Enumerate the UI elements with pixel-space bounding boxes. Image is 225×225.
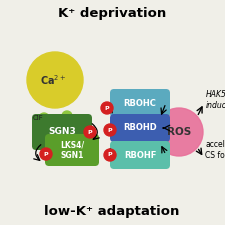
FancyBboxPatch shape: [32, 114, 92, 150]
FancyBboxPatch shape: [110, 114, 170, 142]
Circle shape: [155, 108, 203, 156]
Circle shape: [39, 113, 49, 123]
Circle shape: [104, 149, 116, 161]
Circle shape: [104, 124, 116, 136]
Circle shape: [101, 102, 113, 114]
Circle shape: [40, 148, 52, 160]
Circle shape: [51, 117, 61, 127]
Text: Ca$^{2+}$: Ca$^{2+}$: [40, 73, 66, 87]
Text: accelerated
CS formation: accelerated CS formation: [205, 140, 225, 160]
Text: P: P: [44, 151, 48, 157]
Text: CIF: CIF: [33, 115, 43, 121]
Text: P: P: [108, 153, 112, 158]
Text: P: P: [108, 128, 112, 133]
Text: K⁺ deprivation: K⁺ deprivation: [58, 7, 166, 20]
Circle shape: [84, 126, 96, 138]
FancyBboxPatch shape: [110, 89, 170, 117]
Text: RBOHC: RBOHC: [124, 99, 156, 108]
FancyBboxPatch shape: [45, 134, 99, 166]
Text: RBOHF: RBOHF: [124, 151, 156, 160]
Text: SGN3: SGN3: [48, 128, 76, 137]
Text: P: P: [88, 130, 92, 135]
Circle shape: [62, 111, 72, 121]
Text: RBOHD: RBOHD: [123, 124, 157, 133]
FancyBboxPatch shape: [110, 141, 170, 169]
Text: HAK5
induction: HAK5 induction: [206, 90, 225, 110]
Circle shape: [27, 52, 83, 108]
Text: low-K⁺ adaptation: low-K⁺ adaptation: [44, 205, 180, 218]
Text: LKS4/
SGN1: LKS4/ SGN1: [60, 140, 84, 160]
Text: ROS: ROS: [167, 127, 191, 137]
Text: P: P: [105, 106, 109, 110]
